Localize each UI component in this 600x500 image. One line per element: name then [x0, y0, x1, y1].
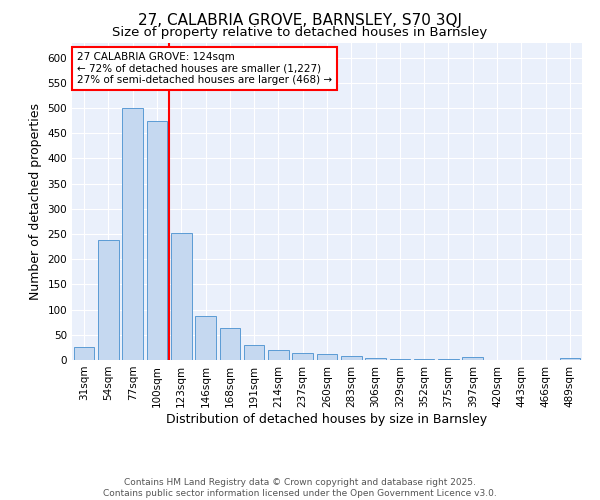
Bar: [268, 350, 289, 360]
Text: Size of property relative to detached houses in Barnsley: Size of property relative to detached ho…: [112, 26, 488, 39]
Bar: [98, 240, 119, 360]
Bar: [365, 358, 386, 360]
Y-axis label: Number of detached properties: Number of detached properties: [29, 103, 42, 300]
Bar: [195, 316, 216, 360]
Bar: [463, 358, 483, 360]
Text: Contains HM Land Registry data © Crown copyright and database right 2025.
Contai: Contains HM Land Registry data © Crown c…: [103, 478, 497, 498]
Bar: [438, 359, 459, 360]
Bar: [122, 108, 143, 360]
Bar: [414, 359, 434, 360]
Bar: [74, 348, 94, 360]
Bar: [146, 120, 167, 360]
Bar: [560, 358, 580, 360]
Bar: [317, 354, 337, 360]
Text: 27 CALABRIA GROVE: 124sqm
← 72% of detached houses are smaller (1,227)
27% of se: 27 CALABRIA GROVE: 124sqm ← 72% of detac…: [77, 52, 332, 85]
Bar: [389, 359, 410, 360]
Bar: [220, 328, 240, 360]
Bar: [171, 233, 191, 360]
X-axis label: Distribution of detached houses by size in Barnsley: Distribution of detached houses by size …: [166, 412, 488, 426]
Bar: [341, 356, 362, 360]
Bar: [292, 353, 313, 360]
Text: 27, CALABRIA GROVE, BARNSLEY, S70 3QJ: 27, CALABRIA GROVE, BARNSLEY, S70 3QJ: [138, 12, 462, 28]
Bar: [244, 345, 265, 360]
